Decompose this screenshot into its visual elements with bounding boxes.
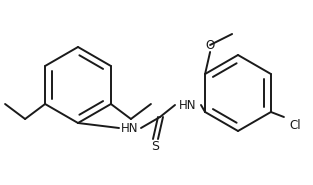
Text: HN: HN: [121, 122, 139, 134]
Text: Cl: Cl: [289, 119, 300, 132]
Text: O: O: [205, 38, 215, 51]
Text: HN: HN: [179, 98, 197, 112]
Text: S: S: [151, 140, 159, 154]
